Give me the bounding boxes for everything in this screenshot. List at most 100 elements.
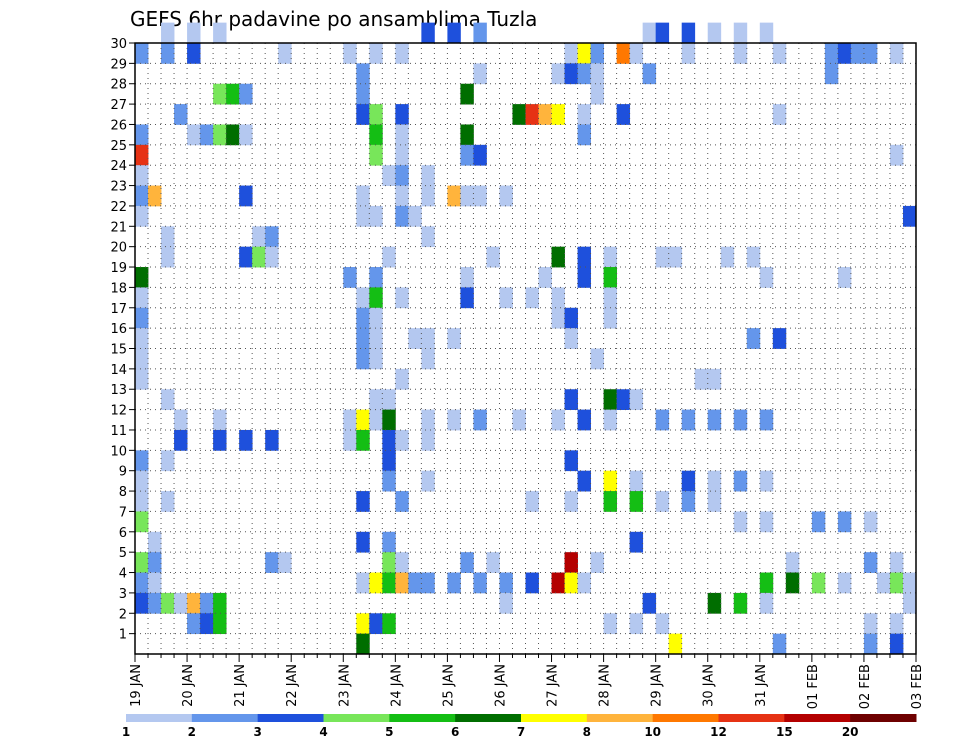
heatmap-cell <box>252 226 266 248</box>
heatmap-cell <box>343 43 357 64</box>
heatmap-cell <box>161 226 175 248</box>
heatmap-cell <box>382 409 396 431</box>
x-tick-label: 02 FEB <box>858 664 873 709</box>
heatmap-cell <box>135 287 149 309</box>
colorbar-label: 4 <box>319 725 327 739</box>
heatmap-cell <box>447 572 461 594</box>
heatmap-cell <box>356 185 370 207</box>
heatmap-cell <box>564 43 578 64</box>
y-tick-label: 9 <box>119 465 127 480</box>
heatmap-cell <box>603 287 618 309</box>
heatmap-cell <box>655 22 670 44</box>
heatmap-cell <box>226 124 240 146</box>
heatmap-cell <box>135 185 149 207</box>
y-tick-label: 18 <box>110 281 127 296</box>
heatmap-cell <box>187 613 201 635</box>
heatmap-cell <box>239 246 253 268</box>
y-tick-label: 17 <box>110 302 127 317</box>
heatmap-cell <box>642 63 657 85</box>
x-tick-label: 19 JAN <box>129 664 144 707</box>
x-tick-label: 28 JAN <box>598 664 613 707</box>
colorbar-label: 12 <box>710 725 727 739</box>
heatmap-cell <box>811 511 826 533</box>
heatmap-cell <box>720 246 735 268</box>
heatmap-cell <box>681 470 696 492</box>
colorbar-swatch <box>389 714 456 722</box>
x-axis: 19 JAN 20 JAN 21 JAN 22 JAN 23 JAN 24 JAN 25 J… <box>129 654 925 709</box>
heatmap-cell <box>213 592 227 614</box>
colorbar-swatch <box>850 714 917 722</box>
heatmap-cell <box>629 491 644 512</box>
y-tick-label: 15 <box>110 343 127 358</box>
heatmap-cell <box>707 22 722 44</box>
y-tick-label: 28 <box>110 78 127 93</box>
heatmap-cell <box>187 43 201 64</box>
y-tick-label: 22 <box>110 200 127 215</box>
y-tick-label: 5 <box>119 546 127 561</box>
heatmap-cell <box>629 531 644 553</box>
heatmap-cell <box>395 429 409 451</box>
heatmap-cell <box>395 491 409 512</box>
heatmap-cell <box>707 592 722 614</box>
y-tick-label: 27 <box>110 98 127 113</box>
heatmap-cell <box>447 328 461 349</box>
heatmap-cell <box>135 267 149 288</box>
heatmap-cell <box>655 613 670 635</box>
heatmap-cell <box>525 572 539 594</box>
heatmap-cell <box>200 592 214 614</box>
heatmap-cell <box>213 22 227 44</box>
heatmap-cell <box>148 531 162 553</box>
heatmap-cell <box>837 43 852 64</box>
heatmap-cell <box>707 368 722 390</box>
colorbar-swatch <box>191 714 259 722</box>
heatmap-cell <box>382 552 396 573</box>
colorbar-label: 2 <box>188 725 196 739</box>
heatmap-cell <box>655 409 670 431</box>
heatmap-cell <box>889 633 904 655</box>
colorbar-label: 20 <box>842 725 859 739</box>
heatmap-cell <box>382 531 396 553</box>
y-tick-label: 13 <box>110 383 127 398</box>
y-tick-label: 30 <box>110 37 127 52</box>
heatmap-cell <box>681 491 696 512</box>
heatmap-cell <box>421 470 435 492</box>
heatmap-cell <box>707 491 722 512</box>
heatmap-cell <box>473 63 487 85</box>
heatmap-cell <box>473 144 487 166</box>
heatmap-cell <box>551 246 565 268</box>
heatmap-cell <box>369 572 383 594</box>
heatmap-cell <box>421 185 435 207</box>
heatmap-cell <box>421 348 435 370</box>
heatmap-cell <box>759 22 774 44</box>
heatmap-cell <box>213 429 227 451</box>
heatmap-cell <box>395 43 409 64</box>
heatmap-cell <box>395 104 409 125</box>
heatmap-cell <box>603 307 618 329</box>
heatmap-cell <box>759 511 774 533</box>
heatmap-cell <box>421 409 435 431</box>
heatmap-cell <box>629 43 644 64</box>
heatmap-cell <box>486 246 500 268</box>
heatmap-cell <box>733 22 748 44</box>
x-tick-label: 30 JAN <box>702 664 717 707</box>
heatmap-cell <box>811 572 826 594</box>
heatmap-cell <box>577 409 591 431</box>
colorbar-label: 10 <box>644 725 661 739</box>
heatmap-cell <box>395 205 409 227</box>
heatmap-cell <box>564 450 578 472</box>
y-tick-label: 10 <box>110 444 127 459</box>
heatmap-cell <box>681 43 696 64</box>
heatmap-cell <box>590 43 604 64</box>
heatmap-cell <box>356 409 370 431</box>
x-tick-label: 01 FEB <box>806 664 821 709</box>
y-tick-label: 11 <box>110 424 127 439</box>
y-tick-label: 26 <box>110 118 127 133</box>
heatmap-cell <box>148 592 162 614</box>
y-tick-label: 12 <box>110 404 127 419</box>
heatmap-cell <box>473 572 487 594</box>
heatmap-cell <box>460 267 474 288</box>
heatmap-cell <box>590 63 604 85</box>
heatmap-cell <box>590 348 604 370</box>
heatmap-cell <box>902 572 916 594</box>
heatmap-cell <box>161 43 175 64</box>
